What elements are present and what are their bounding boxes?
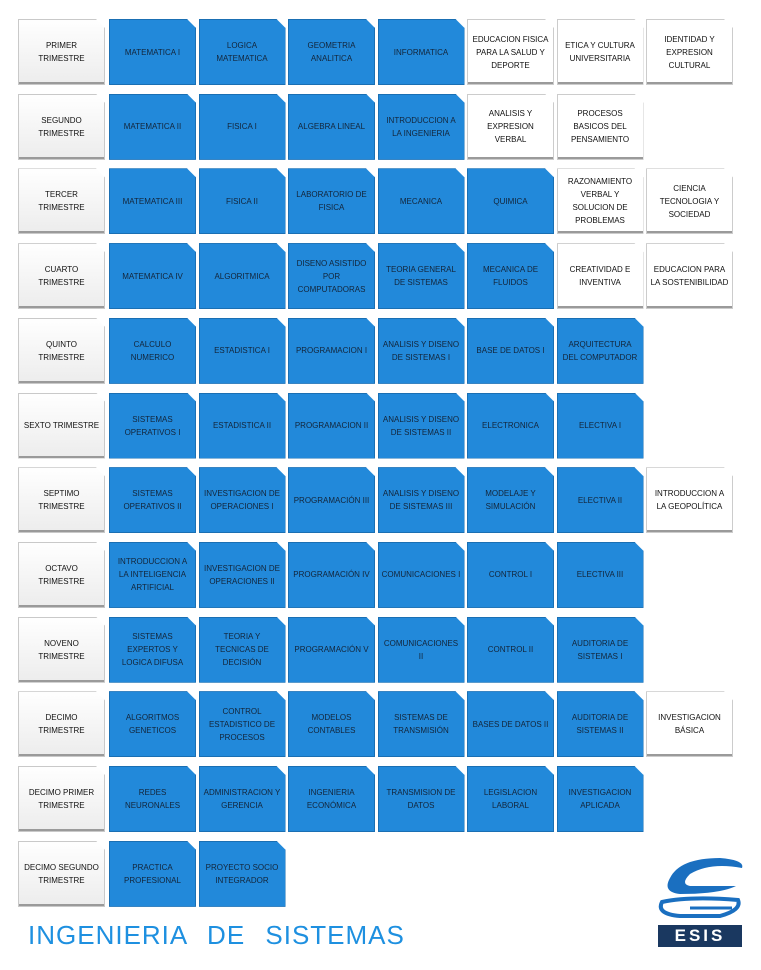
term-label: NOVENO TRIMESTRE [18,616,105,683]
course: COMUNICACIONES II [377,616,465,683]
course: TEORIA Y TECNICAS DE DECISIÓN [198,616,286,683]
course: IDENTIDAD Y EXPRESION CULTURAL [646,19,733,85]
course: PRACTICA PROFESIONAL [109,840,196,907]
course: INFORMATICA [377,19,465,85]
course: PROGRAMACION II [288,392,375,459]
term-label: TERCER TRIMESTRE [18,168,105,235]
course: GEOMETRIA ANALITICA [288,19,375,85]
course: FISICA II [198,168,286,235]
course: ELECTIVA I [556,392,644,459]
course: MECANICA DE FLUIDOS [467,243,554,310]
page-title: INGENIERIA DE SISTEMAS [28,920,405,950]
course: CONTROL I [467,541,554,608]
course: LEGISLACION LABORAL [467,766,554,832]
term-label: SEPTIMO TRIMESTRE [18,467,105,534]
course: ANALISIS Y EXPRESION VERBAL [467,93,554,160]
course: BASE DE DATOS I [467,317,554,384]
course: PROYECTO SOCIO INTEGRADOR [198,840,286,907]
course: INVESTIGACION DE OPERACIONES I [198,467,286,534]
course: ALGORITMOS GENETICOS [109,691,196,758]
course: SISTEMAS OPERATIVOS I [109,392,196,459]
course: ELECTIVA III [556,541,644,608]
course: INVESTIGACION APLICADA [556,766,644,832]
course: ARQUITECTURA DEL COMPUTADOR [556,317,644,384]
course: EDUCACION PARA LA SOSTENIBILIDAD [646,243,733,310]
course: CREATIVIDAD E INVENTIVA [556,243,644,310]
course: CIENCIA TECNOLOGIA Y SOCIEDAD [646,168,733,235]
term-label: CUARTO TRIMESTRE [18,243,105,310]
course: ELECTRONICA [467,392,554,459]
course: ALGEBRA LINEAL [288,93,375,160]
course: MATEMATICA I [109,19,196,85]
course: RAZONAMIENTO VERBAL Y SOLUCION DE PROBLE… [556,168,644,235]
course: INTRODUCCION A LA INTELIGENCIA ARTIFICIA… [109,541,196,608]
course: ELECTIVA II [556,467,644,534]
course: LOGICA MATEMATICA [198,19,286,85]
course: INGENIERIA ECONÓMICA [288,766,375,832]
logo: ESIS [658,858,743,947]
course: COMUNICACIONES I [377,541,465,608]
course: ADMINISTRACION Y GERENCIA [198,766,286,832]
course: ALGORITMICA [198,243,286,310]
course: CALCULO NUMERICO [109,317,196,384]
course: ANALISIS Y DISENO DE SISTEMAS I [377,317,465,384]
course: PROGRAMACION I [288,317,375,384]
course: TRANSMISION DE DATOS [377,766,465,832]
term-label: DECIMO TRIMESTRE [18,691,105,758]
course: INTRODUCCION A LA GEOPOLÍTICA [646,467,733,534]
course: ETICA Y CULTURA UNIVERSITARIA [556,19,644,85]
course: AUDITORIA DE SISTEMAS I [556,616,644,683]
course: PROGRAMACIÓN V [288,616,375,683]
course: ESTADISTICA II [198,392,286,459]
course: MATEMATICA IV [109,243,196,310]
term-label: DECIMO SEGUNDO TRIMESTRE [18,840,105,907]
course: PROGRAMACIÓN III [288,467,375,534]
course: CONTROL ESTADISTICO DE PROCESOS [198,691,286,758]
term-label: OCTAVO TRIMESTRE [18,541,105,608]
course: LABORATORIO DE FISICA [288,168,375,235]
term-label: SEXTO TRIMESTRE [18,392,105,459]
course: SISTEMAS OPERATIVOS II [109,467,196,534]
course: SISTEMAS DE TRANSMISIÓN [377,691,465,758]
course: SISTEMAS EXPERTOS Y LOGICA DIFUSA [109,616,196,683]
term-label: PRIMER TRIMESTRE [18,19,105,85]
course: PROGRAMACIÓN IV [288,541,375,608]
term-label: QUINTO TRIMESTRE [18,317,105,384]
course: FISICA I [198,93,286,160]
course: MATEMATICA III [109,168,196,235]
course: ESTADISTICA I [198,317,286,384]
course: PROCESOS BASICOS DEL PENSAMIENTO [556,93,644,160]
course: DISENO ASISTIDO POR COMPUTADORAS [288,243,375,310]
course: INTRODUCCION A LA INGENIERIA [377,93,465,160]
course: CONTROL II [467,616,554,683]
course: MATEMATICA II [109,93,196,160]
term-label: DECIMO PRIMER TRIMESTRE [18,766,105,832]
course: QUIMICA [467,168,554,235]
course: TEORIA GENERAL DE SISTEMAS [377,243,465,310]
course: ANALISIS Y DISENO DE SISTEMAS III [377,467,465,534]
course: ANALISIS Y DISENO DE SISTEMAS II [377,392,465,459]
course: INVESTIGACION DE OPERACIONES II [198,541,286,608]
course: BASES DE DATOS II [467,691,554,758]
course: AUDITORIA DE SISTEMAS II [556,691,644,758]
term-label: SEGUNDO TRIMESTRE [18,93,105,160]
course: EDUCACION FISICA PARA LA SALUD Y DEPORTE [467,19,554,85]
course: MODELOS CONTABLES [288,691,375,758]
course: INVESTIGACION BÁSICA [646,691,733,758]
course: MODELAJE Y SIMULACIÓN [467,467,554,534]
course: REDES NEURONALES [109,766,196,832]
logo-text: ESIS [675,926,726,945]
course: MECANICA [377,168,465,235]
